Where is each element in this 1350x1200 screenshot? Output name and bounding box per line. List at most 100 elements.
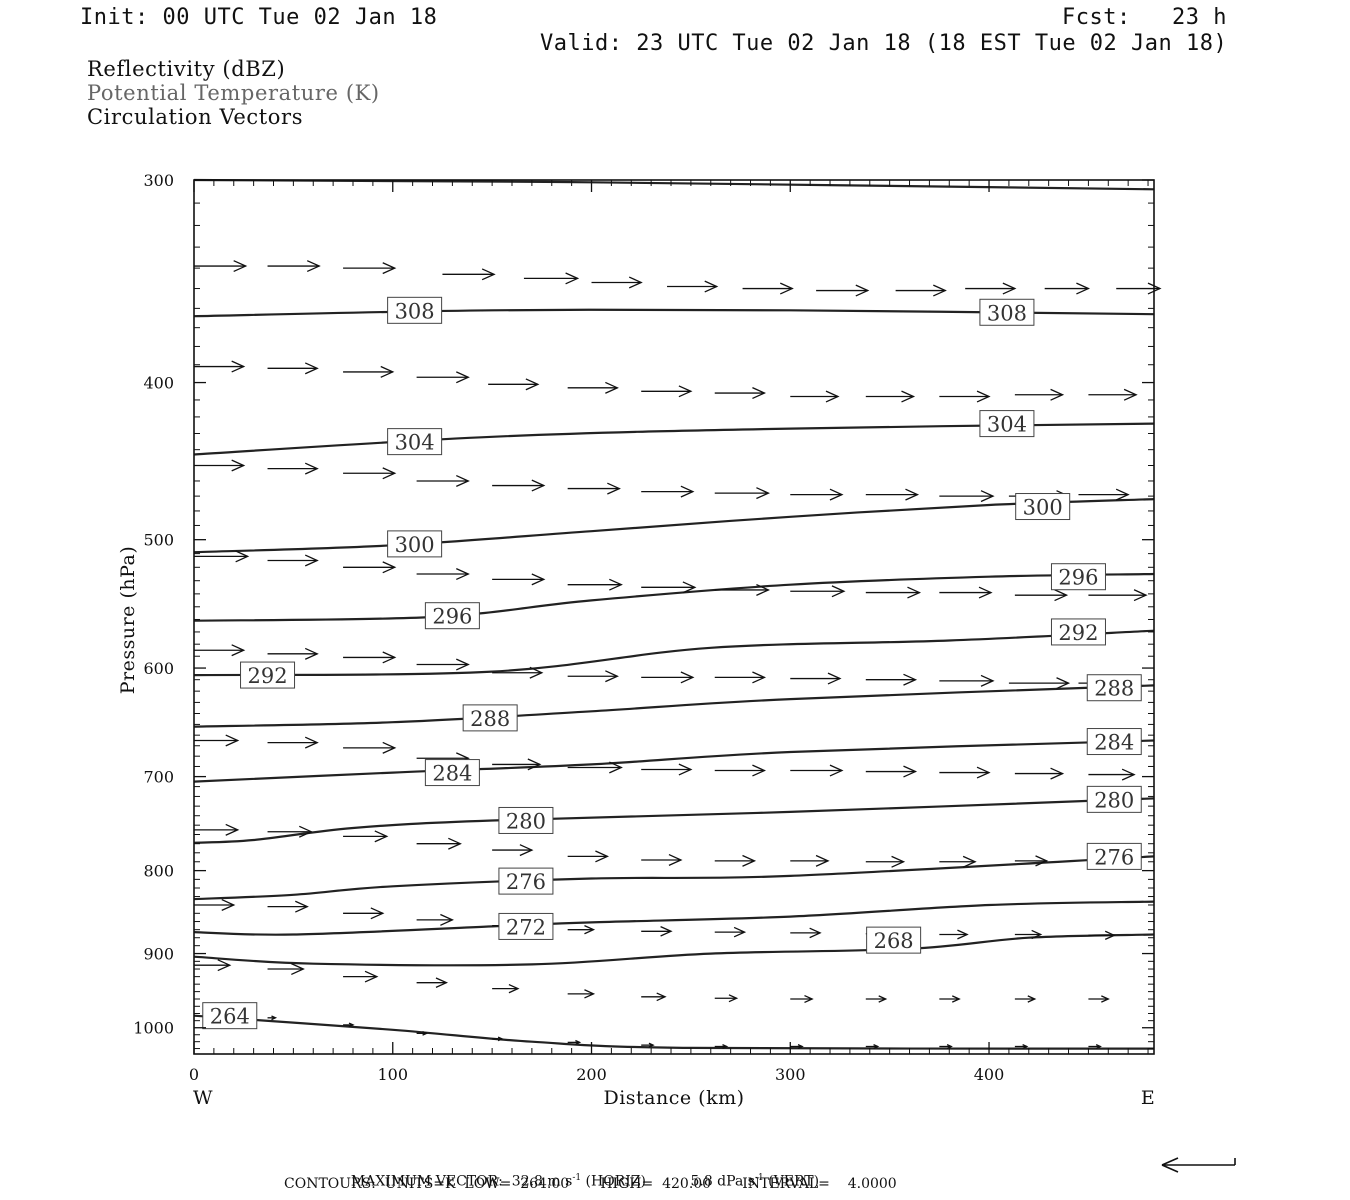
contour-label-box — [1050, 618, 1106, 646]
vector-head — [704, 280, 719, 293]
circulation-vector-arrow — [714, 926, 747, 938]
circulation-vector-arrow — [790, 927, 822, 939]
legend-reflectivity: Reflectivity (dBZ) — [87, 57, 286, 81]
y-tick-label: 500 — [143, 531, 174, 550]
vector-head — [304, 462, 319, 475]
valid-time: Valid: 23 UTC Tue 02 Jan 18 (18 EST Tue … — [540, 31, 1228, 56]
vector-head — [231, 644, 246, 657]
y-tick-label: 400 — [143, 374, 174, 393]
circulation-vector-arrow — [567, 1039, 582, 1045]
vector-head — [565, 272, 580, 285]
circulation-vector-arrow — [194, 360, 246, 373]
contour-label-box — [387, 530, 443, 558]
vector-head — [217, 959, 232, 972]
circulation-vector-arrow — [641, 581, 697, 594]
vector-head — [656, 992, 667, 1002]
circulation-vector-arrow — [1014, 929, 1043, 940]
vector-head — [728, 994, 739, 1003]
contour-label-box — [498, 806, 554, 834]
vector-head — [374, 830, 389, 843]
circulation-vector-arrow — [343, 262, 397, 275]
circulation-vector-arrow — [194, 644, 246, 657]
circulation-vector-arrow — [267, 963, 305, 976]
y-tick-label: 900 — [143, 945, 174, 964]
vector-head — [1101, 995, 1110, 1003]
vector-head — [1133, 589, 1148, 602]
circulation-vector-arrow — [343, 907, 385, 920]
circulation-vectors — [194, 260, 1162, 1049]
vector-head — [957, 929, 969, 940]
vector-head — [742, 854, 757, 867]
vector-head — [980, 490, 995, 503]
vector-head — [907, 586, 922, 599]
vector-head — [825, 390, 840, 403]
circulation-vector-arrow — [790, 764, 844, 777]
circulation-vector-arrow — [641, 671, 695, 684]
circulation-vector-arrow — [939, 390, 991, 403]
vector-head — [235, 550, 250, 563]
contour-264 — [193, 1014, 1155, 1050]
circulation-vector-arrow — [865, 765, 918, 778]
circulation-vector-arrow — [865, 855, 906, 868]
vector-head — [364, 970, 379, 983]
contour-296 — [193, 572, 1155, 622]
vector-head — [609, 761, 623, 774]
vector-head — [901, 390, 916, 403]
contour-276 — [193, 855, 1155, 901]
contour-label-272: 272 — [506, 915, 546, 939]
vector-head — [797, 1044, 804, 1049]
circulation-vector-arrow — [865, 995, 888, 1003]
circulation-vector-arrow — [488, 378, 540, 391]
exponent-vert: -1 — [754, 1173, 764, 1183]
circulation-vector-arrow — [641, 853, 683, 866]
vector-head — [456, 371, 470, 384]
vector-head — [1050, 388, 1065, 401]
vector-head — [680, 485, 695, 498]
vector-head — [306, 260, 321, 273]
contour-labels: 308 308 304 304 300 300 296 296 292 292 288 288 284 2… — [202, 296, 1142, 1030]
contour-label-284: 284 — [1094, 731, 1134, 755]
circulation-vector-arrow — [267, 260, 321, 273]
circulation-vector-arrow — [267, 462, 319, 475]
circulation-vector-arrow — [865, 586, 922, 599]
y-tick-label: 700 — [143, 768, 174, 787]
vector-head — [903, 765, 918, 778]
vector-head — [271, 1015, 278, 1021]
circulation-vector-arrow — [641, 992, 667, 1002]
x-tick-label: 200 — [576, 1065, 607, 1084]
y-tick-label: 800 — [143, 862, 174, 881]
circulation-vector-arrow — [790, 585, 846, 598]
circulation-vector-arrow — [939, 1044, 953, 1049]
vector-head — [873, 1044, 880, 1049]
vector-head — [660, 926, 673, 937]
circulation-vector-arrow — [343, 741, 397, 754]
circulation-vector-arrow — [343, 365, 395, 378]
circulation-vector-arrow — [267, 825, 313, 838]
vector-head — [448, 837, 462, 850]
vector-head — [456, 474, 470, 487]
circulation-vector-arrow — [939, 855, 977, 868]
contour-284 — [193, 739, 1155, 783]
circulation-vector-arrow — [965, 282, 1017, 295]
circulation-vector-arrow — [939, 929, 969, 940]
forecast-hour: Fcst: 23 h — [1062, 5, 1227, 30]
vector-head — [827, 672, 842, 685]
vector-head — [1123, 388, 1138, 401]
vector-head — [382, 262, 397, 275]
vector-head — [456, 568, 470, 581]
circulation-vector-arrow — [790, 854, 830, 867]
y-tick-label: 300 — [143, 171, 174, 190]
circulation-vector-arrow — [714, 1044, 729, 1049]
circulation-vector-arrow — [343, 970, 379, 983]
vector-head — [1031, 929, 1043, 940]
vector-head — [976, 766, 991, 779]
contour-label-box — [498, 912, 554, 940]
vector-head — [382, 467, 397, 480]
vector-head — [980, 674, 995, 687]
x-tick-label: 300 — [775, 1065, 806, 1084]
vector-head — [584, 925, 596, 935]
circulation-vector-arrow — [865, 673, 918, 686]
vector-head — [829, 764, 844, 777]
circulation-vector-arrow — [865, 390, 916, 403]
